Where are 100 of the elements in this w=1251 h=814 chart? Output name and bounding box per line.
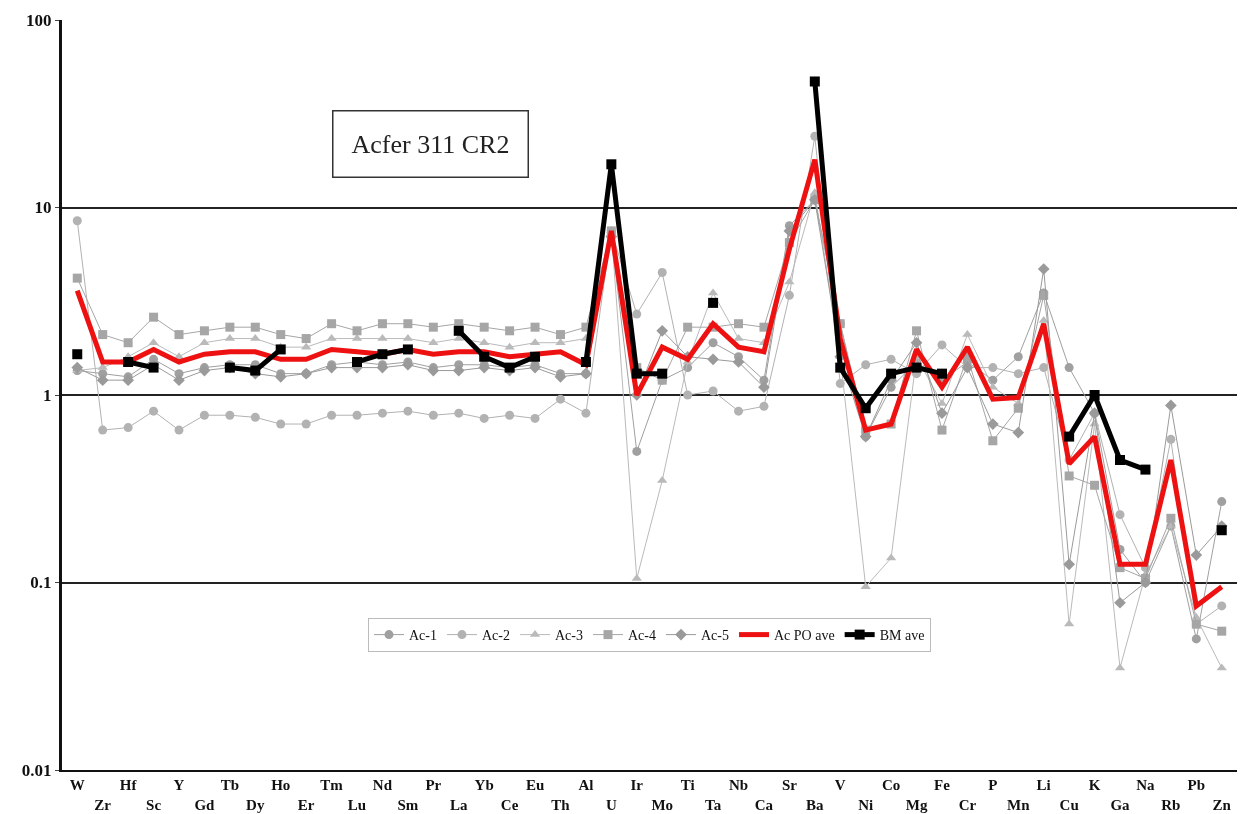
point <box>936 368 947 379</box>
x-tick-label: Tb <box>220 777 240 793</box>
point <box>149 406 159 416</box>
legend-label: Ac-3 <box>555 628 583 644</box>
point <box>479 413 489 423</box>
legend-label: Ac-2 <box>482 628 510 644</box>
x-tick-label: Li <box>1036 777 1051 793</box>
point <box>988 363 998 373</box>
point <box>505 326 515 336</box>
legend-label: Ac-4 <box>628 628 656 644</box>
x-tick-label: Mo <box>651 796 674 813</box>
x-tick-label: Nd <box>372 777 393 793</box>
point <box>376 361 389 374</box>
point <box>708 338 718 348</box>
point <box>1012 426 1025 439</box>
y-tick-label: 0.01 <box>21 760 52 780</box>
point <box>479 351 490 362</box>
x-tick-label: Sr <box>781 777 798 793</box>
point <box>377 319 387 329</box>
point <box>1039 363 1049 373</box>
point <box>580 356 591 367</box>
point <box>199 326 209 336</box>
x-tick-label: Cu <box>1059 796 1079 813</box>
x-tick-label: Sm <box>397 796 419 813</box>
point <box>225 410 235 420</box>
point <box>759 401 769 411</box>
x-tick-label: Ce <box>500 796 519 813</box>
point <box>403 406 413 416</box>
point <box>1115 510 1125 520</box>
x-tick-label: Ba <box>806 796 825 813</box>
point <box>72 273 82 283</box>
point <box>1064 363 1074 373</box>
point <box>1140 464 1151 475</box>
point <box>199 410 209 420</box>
point <box>1190 549 1203 561</box>
point <box>860 403 871 414</box>
point <box>1013 352 1023 362</box>
x-tick-label: Ho <box>271 777 291 793</box>
point <box>123 338 133 348</box>
point <box>1217 626 1227 636</box>
point <box>325 361 338 374</box>
point <box>835 362 846 373</box>
x-tick-label: Yb <box>474 777 494 793</box>
point <box>986 418 999 430</box>
x-tick-label: K <box>1088 777 1101 793</box>
x-tick-label: Mg <box>905 796 928 813</box>
legend-label: Ac PO ave <box>774 628 835 644</box>
y-tick-label: 100 <box>26 10 52 30</box>
point <box>276 419 286 429</box>
point <box>606 159 617 170</box>
point <box>937 340 947 350</box>
point <box>656 324 669 337</box>
x-tick-label: Ta <box>705 796 722 813</box>
x-tick-label: U <box>605 796 617 813</box>
point <box>301 334 311 344</box>
x-tick-label: Ca <box>754 796 774 813</box>
point <box>632 446 642 456</box>
x-tick-label: Ir <box>630 777 644 793</box>
point <box>1013 369 1023 379</box>
point <box>327 410 337 420</box>
point <box>377 349 388 360</box>
point <box>173 374 185 386</box>
point <box>377 408 387 418</box>
point <box>809 76 820 87</box>
point <box>861 360 871 370</box>
point <box>734 406 744 416</box>
x-tick-label: Mn <box>1007 796 1031 813</box>
point <box>454 408 464 418</box>
point <box>1037 263 1050 275</box>
point <box>198 364 211 377</box>
point <box>708 386 718 396</box>
point <box>1191 634 1201 644</box>
point <box>1064 431 1075 442</box>
point <box>1217 601 1227 611</box>
x-tick-label: Cr <box>958 796 977 813</box>
point <box>149 312 159 322</box>
point <box>225 322 235 332</box>
point <box>428 410 438 420</box>
x-tick-label: P <box>988 777 998 793</box>
point <box>403 319 413 329</box>
point <box>96 374 109 386</box>
point <box>683 322 693 332</box>
point <box>632 309 642 319</box>
point <box>98 425 108 435</box>
x-tick-label: Zr <box>94 796 112 813</box>
point <box>530 413 540 423</box>
point <box>911 362 922 373</box>
point <box>123 423 133 433</box>
point <box>71 361 84 374</box>
x-tick-label: Rb <box>1161 796 1181 813</box>
point <box>1216 663 1227 671</box>
point <box>1115 455 1126 466</box>
point <box>122 374 134 386</box>
x-tick-label: Ga <box>1110 796 1131 813</box>
x-tick-label: Fe <box>934 777 951 793</box>
x-tick-label: La <box>449 796 468 813</box>
point <box>1038 315 1049 323</box>
point <box>886 368 897 379</box>
point <box>910 336 923 349</box>
point <box>732 356 745 368</box>
